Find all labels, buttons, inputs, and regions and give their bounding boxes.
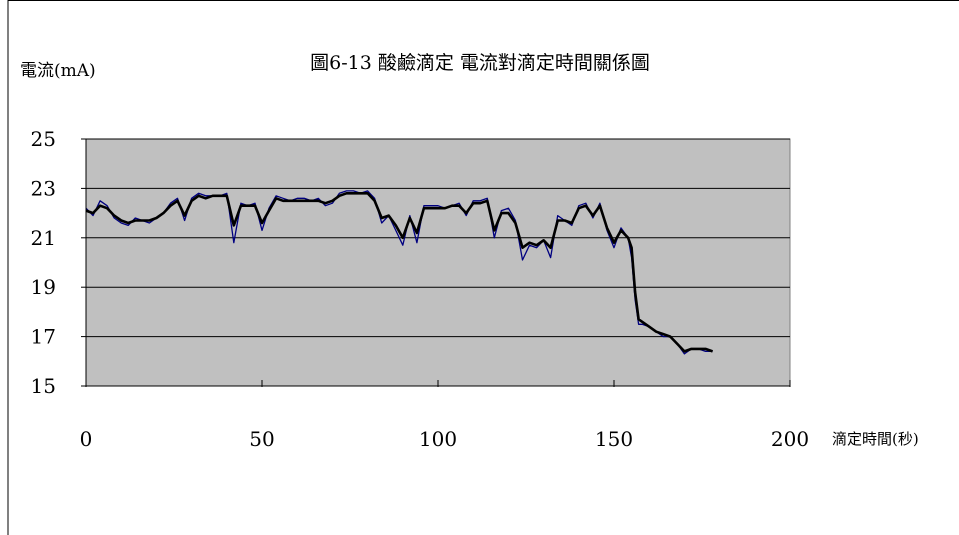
y-tick-label: 25	[31, 127, 56, 151]
y-ticks: 25 23 21 19 17 15	[31, 127, 86, 398]
x-tick-label: 50	[249, 427, 274, 451]
y-tick-label: 19	[31, 275, 56, 299]
y-tick-label: 23	[31, 176, 56, 200]
y-tick-label: 15	[31, 374, 56, 398]
x-tick-label: 0	[80, 427, 93, 451]
x-tick-label: 100	[419, 427, 457, 451]
series-layer	[85, 190, 714, 355]
y-axis-label: 電流(mA)	[20, 61, 96, 81]
gridlines	[86, 138, 790, 338]
y-tick-label: 17	[31, 325, 56, 349]
plot-area	[85, 138, 791, 387]
x-axis-label: 滴定時間(秒)	[832, 430, 919, 448]
y-tick-label: 21	[31, 226, 56, 250]
series-line-2	[85, 192, 714, 353]
x-tick-label: 150	[595, 427, 633, 451]
chart-title: 圖6-13 酸鹼滴定 電流對滴定時間關係圖	[310, 52, 650, 74]
x-ticks: 0 50 100 150 200	[80, 380, 809, 451]
x-tick-label: 200	[771, 427, 809, 451]
